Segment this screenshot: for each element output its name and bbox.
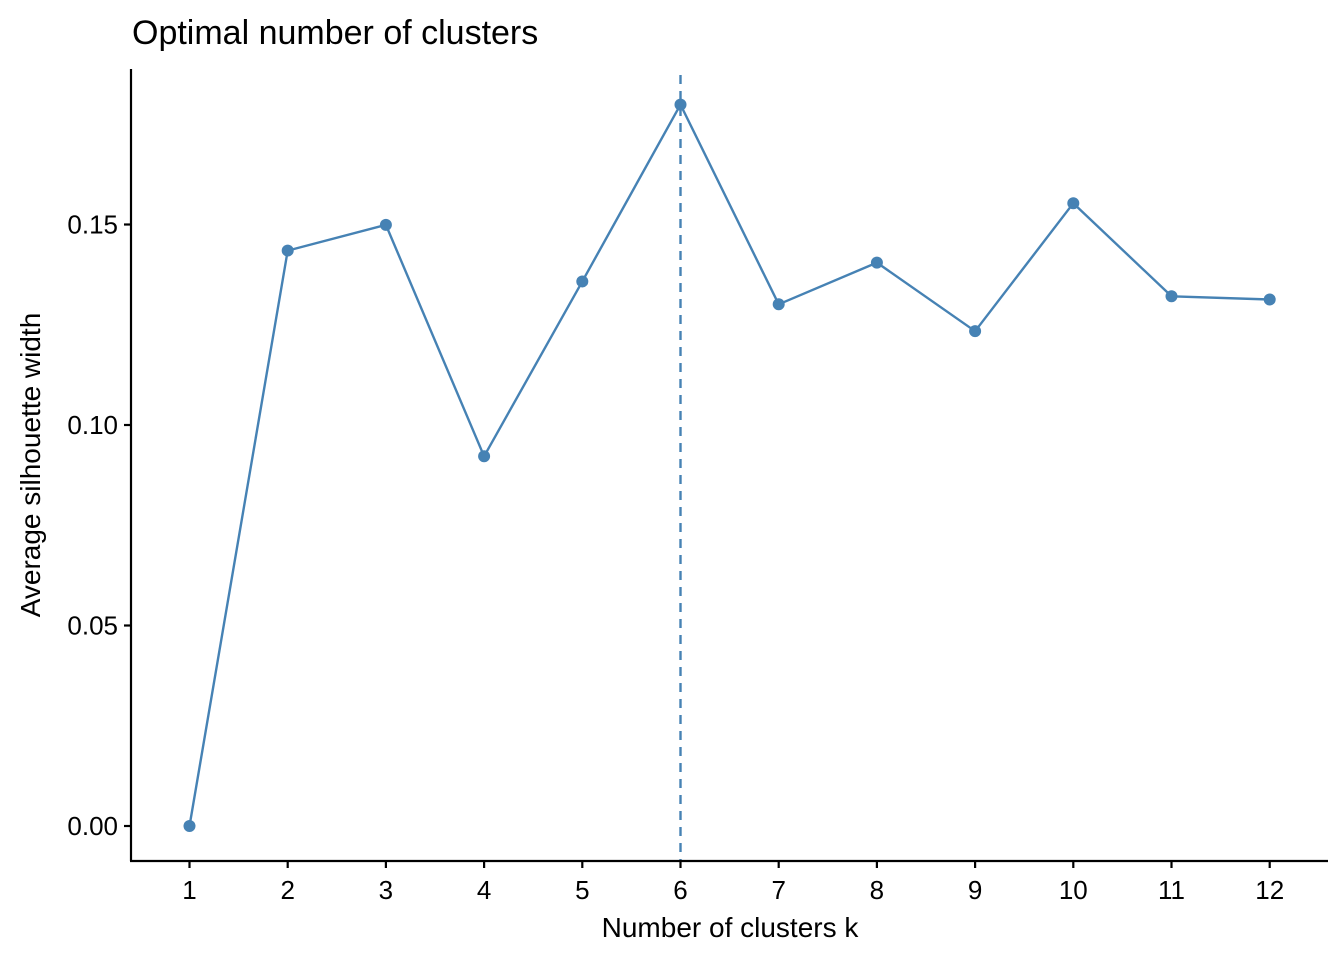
data-point-k4 <box>478 450 491 463</box>
x-tick-label: 2 <box>280 875 294 905</box>
x-tick-label: 12 <box>1255 875 1284 905</box>
chart-title: Optimal number of clusters <box>132 14 538 52</box>
data-point-k1 <box>183 820 196 832</box>
data-point-k8 <box>870 256 883 269</box>
data-point-k12 <box>1263 293 1276 306</box>
data-point-k5 <box>576 275 589 288</box>
x-tick-label: 6 <box>673 875 687 905</box>
data-point-k10 <box>1067 197 1080 210</box>
data-point-k2 <box>281 244 294 257</box>
y-tick-label: 0.10 <box>67 410 118 440</box>
series-line <box>188 103 1270 827</box>
y-tick-label: 0.15 <box>67 210 118 240</box>
y-tick-label: 0.05 <box>67 611 118 641</box>
x-tick-label: 5 <box>575 875 589 905</box>
y-axis-title: Average silhouette width <box>15 313 46 618</box>
data-point-k11 <box>1165 290 1178 303</box>
x-tick-label: 8 <box>870 875 884 905</box>
x-tick-label: 9 <box>968 875 982 905</box>
x-tick-label: 11 <box>1158 875 1185 905</box>
y-tick-label: 0.00 <box>67 811 118 841</box>
data-point-k9 <box>969 325 982 338</box>
data-point-k6 <box>674 98 687 111</box>
x-tick-label: 4 <box>477 875 491 905</box>
x-tick-label: 3 <box>379 875 393 905</box>
x-axis-ticks: 1 2 3 4 5 6 7 8 9 10 11 12 <box>182 861 1284 905</box>
data-point-k7 <box>772 298 785 311</box>
x-axis-title: Number of clusters k <box>602 912 860 943</box>
data-point-k3 <box>379 218 392 231</box>
x-tick-label: 7 <box>771 875 785 905</box>
plot-area <box>183 75 1276 861</box>
x-tick-label: 10 <box>1059 875 1088 905</box>
x-tick-label: 1 <box>182 875 196 905</box>
y-axis-ticks: 0.00 0.05 0.10 0.15 <box>67 210 131 841</box>
